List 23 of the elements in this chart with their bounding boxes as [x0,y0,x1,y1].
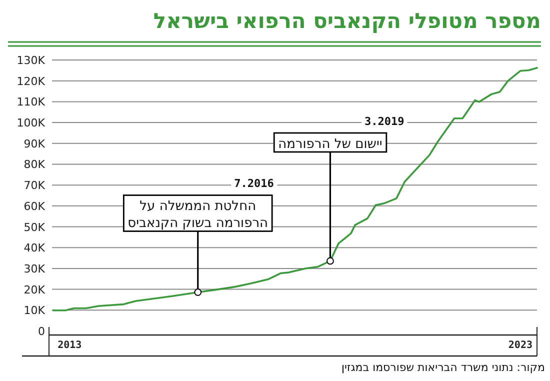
x-tick-label: 2013 [58,340,82,351]
annotation: יישום של הרפורמה [278,136,382,152]
y-tick-label: 50K [24,220,46,234]
y-tick-label: 70K [24,179,46,192]
y-tick-label: 90K [24,137,46,150]
y-tick-label: 60K [24,200,46,213]
annotation: 3.2019 [364,114,404,128]
y-tick-label: 80K [24,158,46,172]
annotation: 7.2016 [234,177,274,190]
y-tick-label: 20K [24,283,46,296]
y-tick-label: 10K [24,304,46,318]
line-series [52,67,538,312]
y-tick-label: 0 [38,325,45,338]
text: מקור: נתוני משרד הבריאות שפורסמו במגזין [341,361,545,374]
x-tick-label: 2023 [508,340,533,351]
chart-title: מספר מטופלי הקנאביס הרפואי בישראל [153,9,541,34]
y-tick-label: 40K [24,242,46,255]
y-tick-label: 110K [16,96,46,109]
y-tick-label: 30K [24,262,46,276]
y-tick-label: 130K [16,54,46,67]
y-tick-label: 120K [16,74,46,88]
y-tick-label: 100K [16,116,46,130]
annotation: החלטת הממשלה על הרפורמה בשוק הקנאביס [128,199,268,232]
